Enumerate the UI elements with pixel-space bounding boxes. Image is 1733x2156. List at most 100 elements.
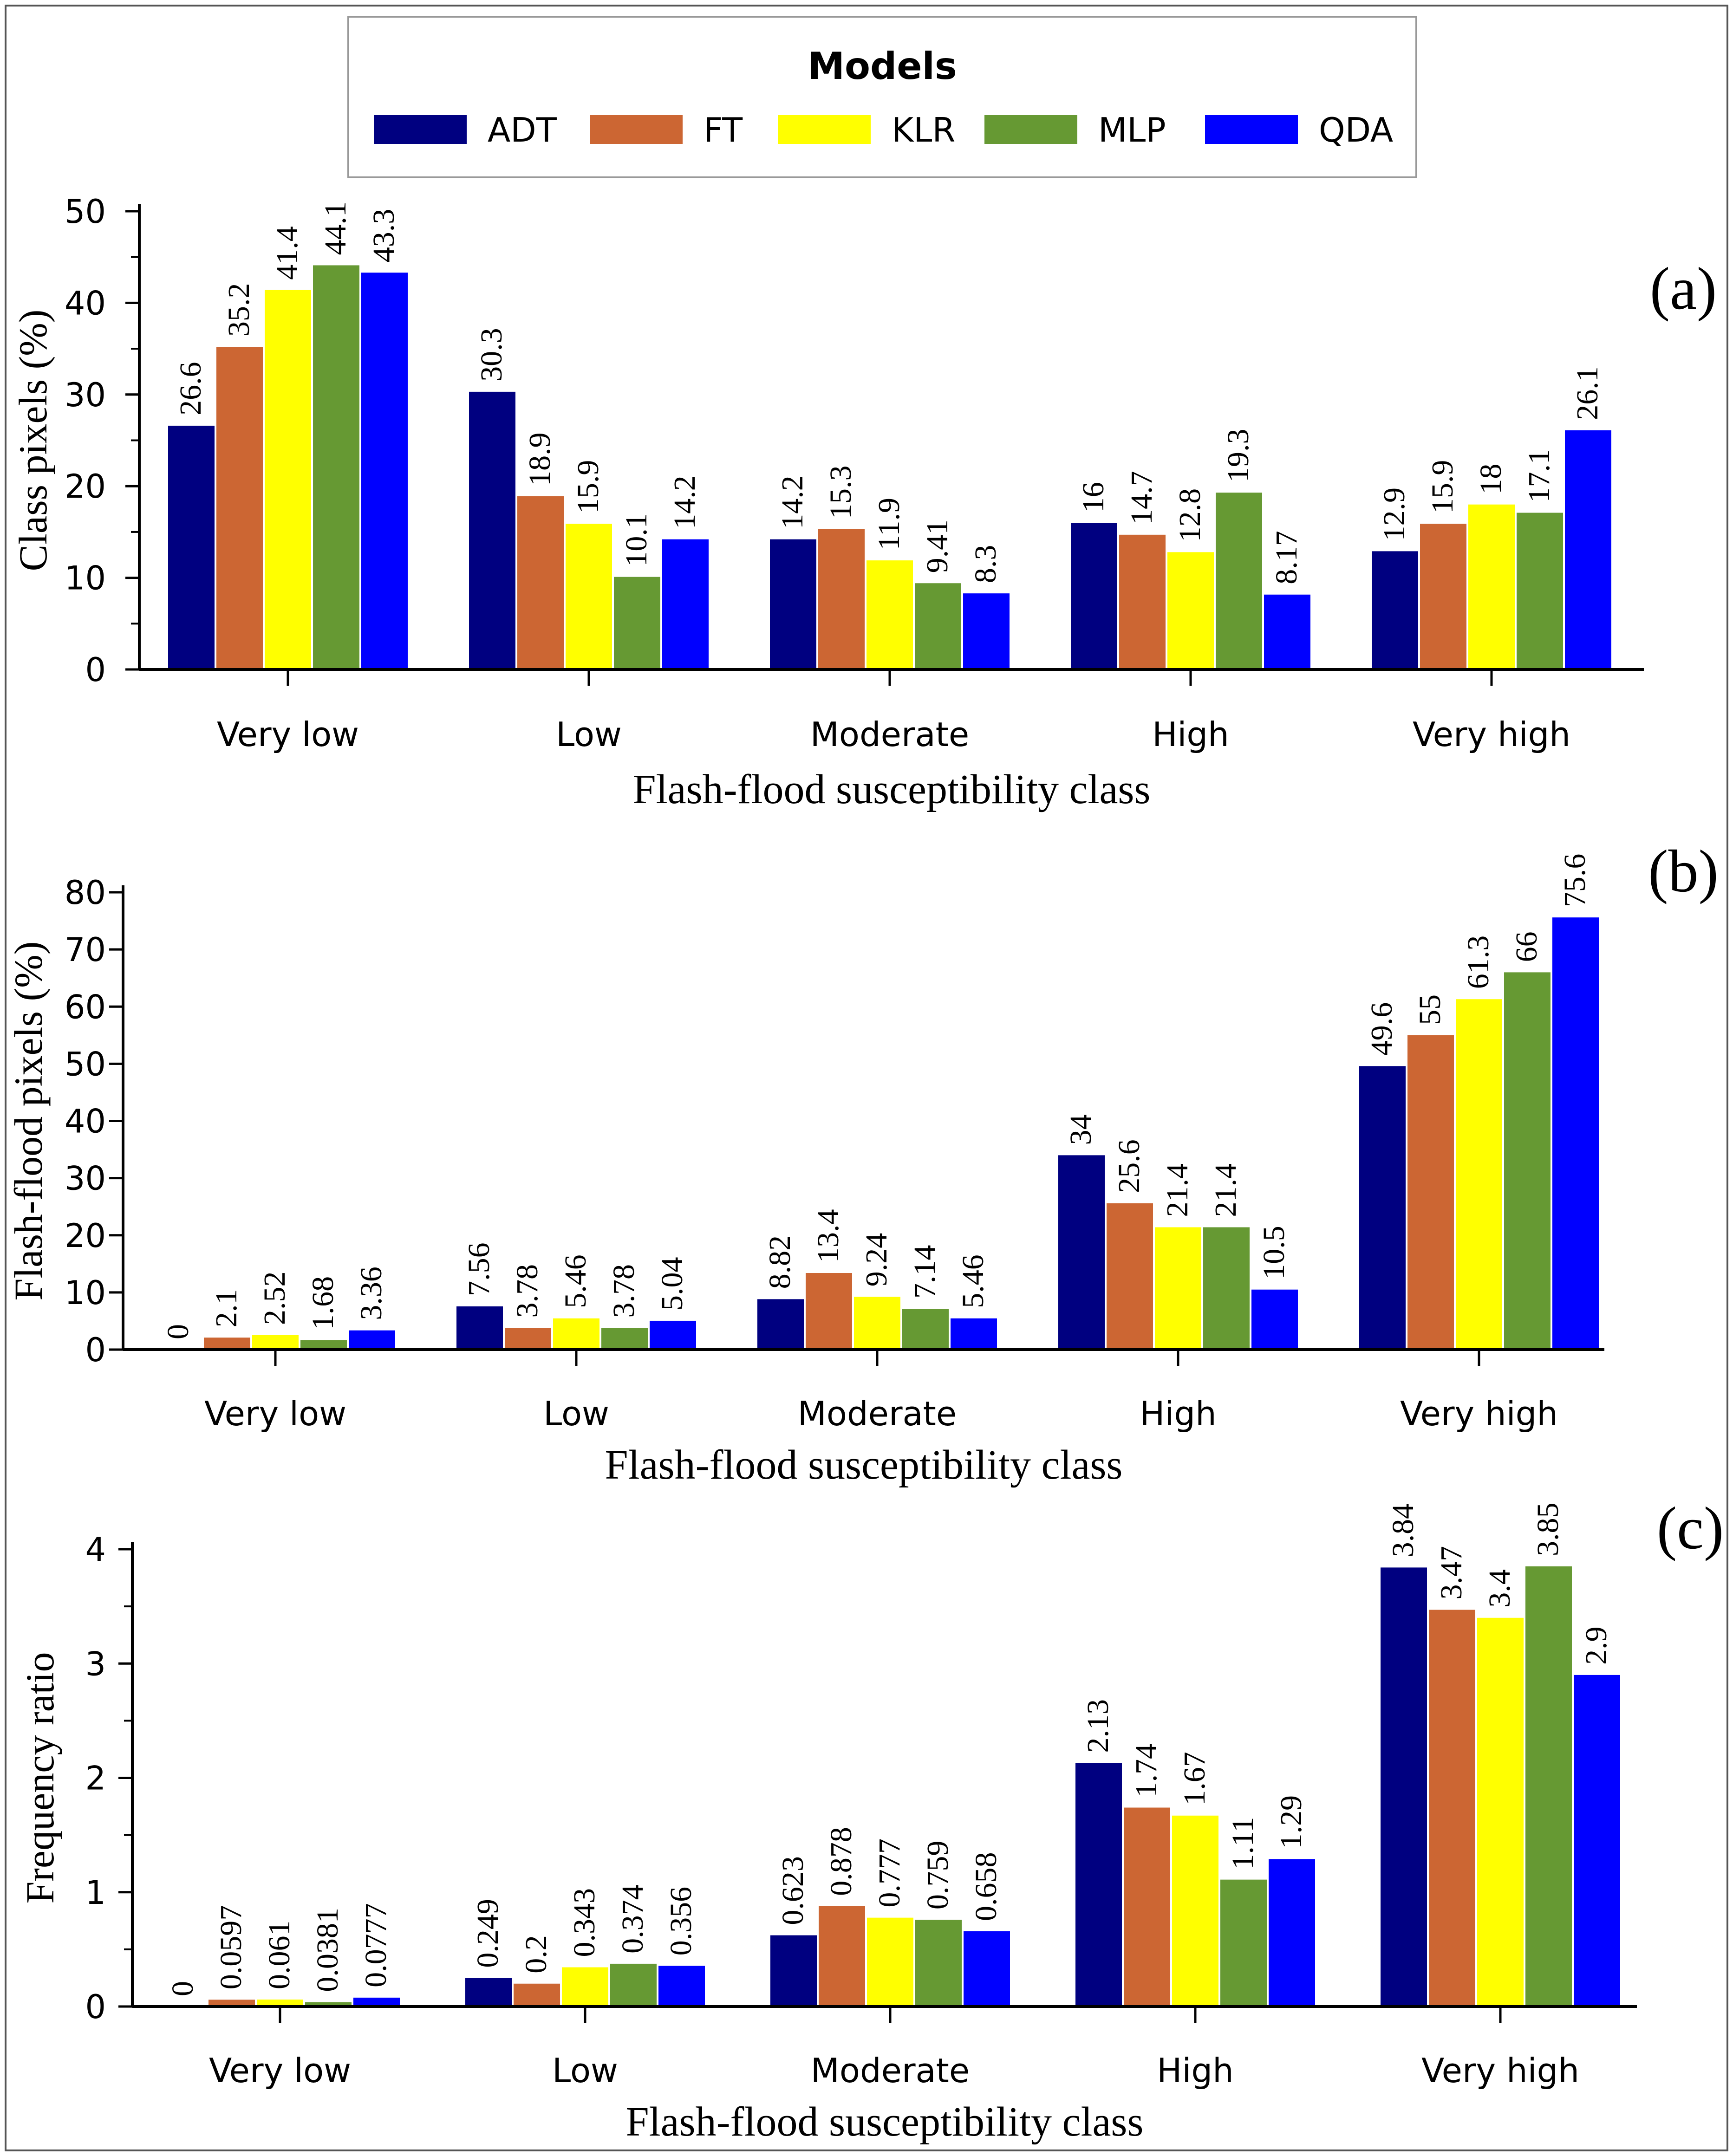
data-label: 30.3 [475,328,508,382]
data-label: 25.6 [1112,1139,1146,1193]
data-label: 16 [1076,482,1110,513]
data-label: 10.5 [1257,1226,1291,1279]
bar-adt-high [1075,1763,1122,2007]
data-label: 10.1 [619,513,653,567]
data-label: 41.4 [270,226,304,280]
bar-klr-very-high [1477,1617,1524,2007]
legend-label-klr: KLR [892,110,955,149]
data-label: 34 [1064,1114,1098,1145]
y-axis-label: Flash-flood pixels (%) [6,942,51,1301]
bar-ft-moderate [818,529,865,669]
bar-mlp-very-low [313,265,359,669]
data-label: 3.36 [354,1266,388,1320]
data-label: 1.68 [306,1276,340,1330]
bar-ft-high [1124,1807,1170,2007]
y-tick-label: 60 [65,988,106,1026]
bar-klr-low [562,1967,608,2007]
bar-ft-very-high [1429,1610,1475,2007]
data-label: 15.9 [1426,460,1459,514]
category-label: Moderate [798,1394,957,1433]
bar-qda-high [1251,1289,1298,1350]
bar-qda-low [662,539,709,669]
data-label: 18 [1474,464,1508,494]
data-label: 15.3 [824,465,858,519]
data-label: 3.78 [510,1264,544,1318]
data-label: 18.9 [523,432,557,486]
panel-label: (b) [1648,838,1719,905]
data-label: 7.56 [462,1242,496,1296]
bar-ft-low [514,1983,560,2007]
bar-qda-very-high [1552,917,1599,1350]
bar-adt-very-high [1381,1567,1427,2007]
y-tick-label: 4 [85,1531,106,1569]
bar-mlp-very-high [1504,972,1551,1350]
bar-klr-moderate [854,1297,900,1350]
bar-klr-low [553,1318,599,1350]
bar-mlp-very-high [1517,513,1563,669]
data-label: 13.4 [811,1209,845,1263]
data-label: 12.9 [1377,487,1411,541]
bar-qda-very-low [361,273,408,669]
data-label: 14.2 [668,475,702,529]
data-label: 0.0381 [311,1908,345,1992]
data-label: 75.6 [1558,854,1592,908]
category-label: Very high [1413,715,1570,754]
category-label: Very low [209,2051,351,2090]
panel-label: (a) [1650,255,1717,322]
legend-swatch-klr [778,115,871,144]
data-label: 21.4 [1209,1163,1243,1217]
data-label: 2.9 [1579,1626,1613,1665]
bar-mlp-high [1203,1227,1250,1350]
bar-klr-very-high [1456,999,1502,1350]
bar-qda-low [658,1966,705,2007]
bar-mlp-low [614,577,660,669]
bar-mlp-very-low [300,1340,347,1350]
data-label: 17.1 [1522,449,1556,503]
data-label: 0.061 [262,1920,296,1989]
bar-qda-high [1264,594,1310,669]
bar-mlp-moderate [915,1920,962,2007]
data-label: 0 [166,1981,200,1996]
data-label: 1.29 [1274,1795,1308,1849]
y-tick-label: 40 [65,284,106,322]
bar-ft-high [1107,1203,1153,1350]
data-label: 15.9 [571,460,605,514]
data-label: 0.878 [824,1827,858,1896]
data-label: 49.6 [1365,1002,1399,1056]
y-tick-label: 0 [85,1331,106,1369]
bar-adt-high [1058,1155,1105,1350]
bar-mlp-low [610,1963,657,2007]
data-label: 0.777 [873,1838,906,1908]
y-axis-label: Frequency ratio [18,1652,62,1903]
bar-klr-very-high [1468,504,1515,669]
bar-ft-very-high [1407,1035,1454,1350]
data-label: 0.249 [471,1899,505,1968]
bar-klr-very-low [252,1335,299,1350]
data-label: 5.46 [956,1254,990,1308]
bar-mlp-moderate [915,583,961,669]
data-label: 0.658 [969,1852,1003,1921]
bar-mlp-high [1216,493,1262,669]
data-label: 12.8 [1173,488,1207,542]
y-tick-label: 50 [65,1045,106,1083]
y-tick-label: 10 [65,1274,106,1312]
bar-qda-very-low [353,1997,400,2007]
data-label: 26.6 [174,362,208,416]
bar-klr-high [1172,1815,1218,2007]
data-label: 43.3 [367,209,401,263]
data-label: 14.7 [1125,471,1159,525]
y-axis-label: Class pixels (%) [11,310,55,571]
y-tick-label: 2 [85,1760,106,1798]
y-tick-label: 30 [65,376,106,414]
y-tick-label: 20 [65,1217,106,1255]
x-axis-label: Flash-flood susceptibility class [605,1442,1123,1488]
data-label: 2.13 [1081,1699,1115,1753]
legend-label-adt: ADT [488,110,557,149]
bar-mlp-very-high [1525,1566,1572,2007]
data-label: 3.85 [1531,1502,1565,1556]
bar-ft-very-high [1420,524,1466,669]
bar-mlp-very-low [305,2002,352,2007]
x-axis-label: Flash-flood susceptibility class [626,2099,1144,2145]
bar-ft-very-low [204,1338,250,1350]
data-label: 5.04 [655,1257,689,1311]
